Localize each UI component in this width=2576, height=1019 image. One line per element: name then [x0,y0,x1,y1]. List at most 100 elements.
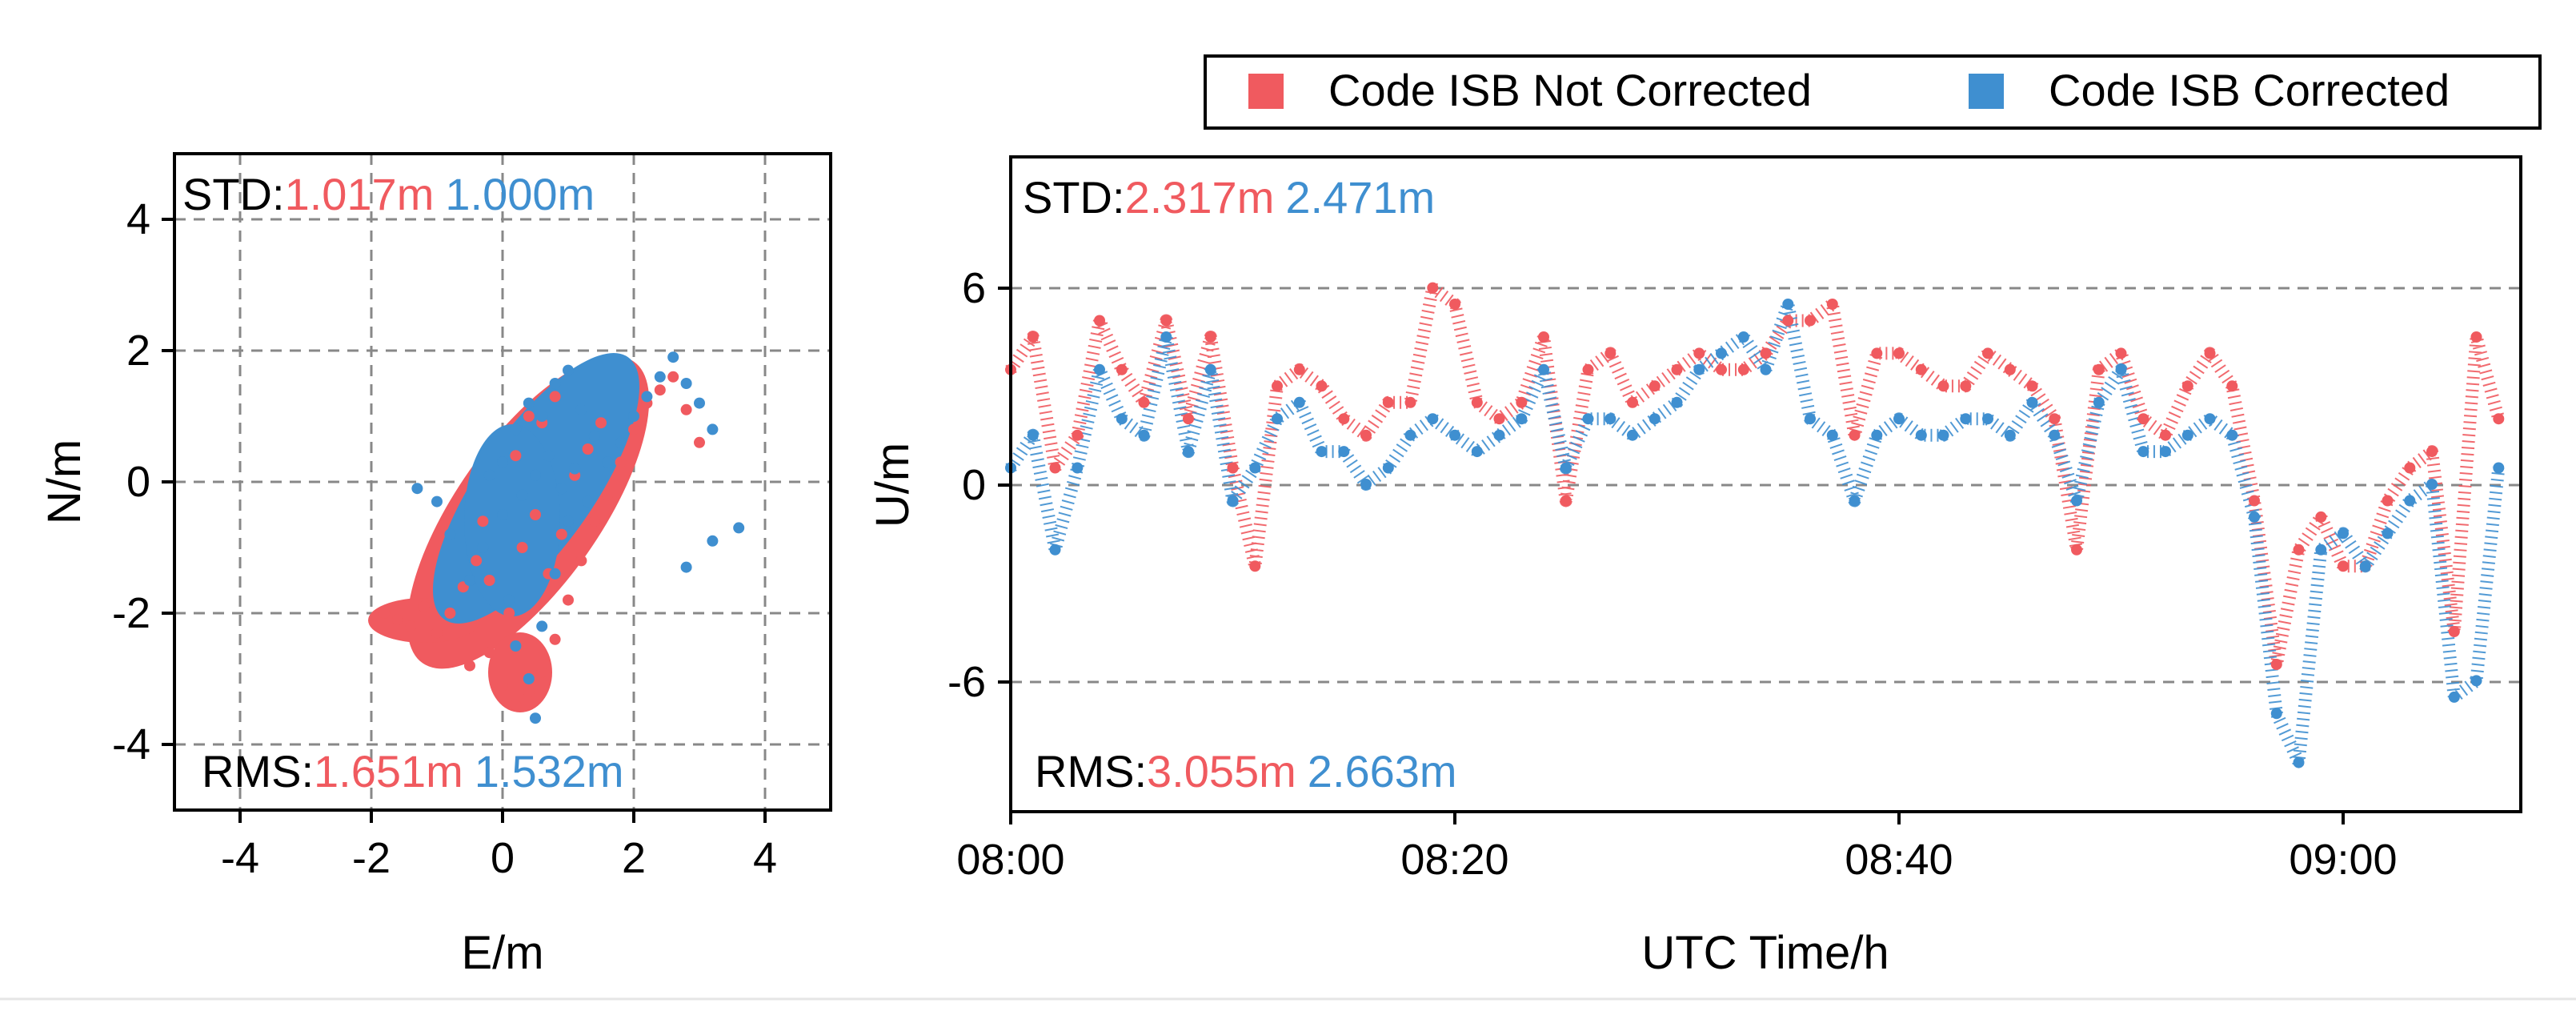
u-point-corrected [1649,413,1661,425]
en-xtick-label: 4 [753,834,777,882]
u-point-corrected [1893,413,1905,425]
en-point-not-corrected [523,686,535,698]
en-point-not-corrected [555,528,567,540]
u-point-corrected [1227,495,1239,507]
en-point-not-corrected [483,575,495,586]
u-point-not-corrected [1516,396,1528,408]
u-point-not-corrected [1404,396,1416,408]
u-point-not-corrected [2338,560,2349,572]
u-point-not-corrected [2226,380,2238,392]
en-point-not-corrected [549,633,561,645]
en-point-corrected [602,456,614,468]
en-point-corrected [497,509,508,520]
u-timeseries-panel: 08:00 08:20 08:40 09:00 6 0 -6 UTC Time/… [867,155,2522,979]
en-point-not-corrected [667,371,679,383]
u-point-corrected [2448,691,2460,703]
u-point-corrected [1982,413,1993,425]
en-xtick-label: 0 [491,834,515,882]
u-point-corrected [1716,347,1727,359]
u-point-corrected [2338,528,2349,540]
u-point-corrected [1560,462,1572,474]
u-point-corrected [1138,429,1150,441]
en-cloud-bottom-red [488,632,552,712]
en-point-corrected [733,522,745,534]
u-point-corrected [1293,396,1305,408]
en-scatter-panel: -4 -2 0 2 4 4 2 0 -2 -4 E/m N/m STD:1.01… [38,152,832,979]
en-point-corrected [680,378,692,389]
en-ytick-label: -4 [112,720,150,768]
u-point-corrected [1782,299,1794,310]
en-point-corrected [503,594,515,606]
u-point-corrected [1272,413,1283,425]
u-point-not-corrected [1449,299,1460,310]
u-point-corrected [1360,479,1372,490]
en-point-not-corrected [530,509,541,520]
u-point-corrected [1427,413,1439,425]
u-point-corrected [2071,495,2082,507]
u-point-corrected [1116,413,1128,425]
en-points [379,351,745,724]
u-point-not-corrected [1560,495,1572,507]
u-point-corrected [1693,363,1705,375]
u-point-corrected [1027,429,1039,441]
en-point-corrected [510,640,522,652]
u-point-corrected [1737,331,1749,343]
u-point-not-corrected [2382,495,2394,507]
u-point-not-corrected [1183,413,1194,425]
u-point-not-corrected [2004,363,2016,375]
u-point-corrected [2004,429,2016,441]
en-xtick-labels: -4 -2 0 2 4 [221,834,777,882]
en-point-not-corrected [523,411,535,422]
u-point-not-corrected [2404,462,2416,474]
en-point-not-corrected [615,456,627,468]
u-std-not-corrected: 2.317m [1125,172,1275,223]
u-point-corrected [2026,396,2038,408]
en-point-corrected [615,436,627,448]
en-point-not-corrected [405,620,417,632]
u-points [1005,282,2505,768]
en-point-corrected [555,483,567,495]
en-point-not-corrected [391,614,403,626]
en-point-corrected [563,364,574,376]
u-point-not-corrected [1716,363,1727,375]
en-rms-corrected: 1.532m [475,746,624,796]
u-rms-annotation: RMS:3.055m 2.663m [1035,746,1457,796]
legend-label-not-corrected: Code ISB Not Corrected [1328,65,1812,115]
u-point-not-corrected [1693,347,1705,359]
u-point-corrected [2470,675,2482,687]
u-point-not-corrected [1072,429,1084,441]
en-point-not-corrected [471,555,483,567]
en-point-corrected [536,620,548,632]
en-point-not-corrected [464,660,475,672]
en-xtick-label: -4 [221,834,259,882]
u-point-corrected [1183,446,1194,458]
u-rms-not-corrected: 3.055m [1147,746,1296,796]
u-point-not-corrected [1826,299,1838,310]
en-rms-annotation: RMS:1.651m 1.532m [202,746,624,796]
en-std-label: STD: [182,169,285,219]
en-xtick-label: 2 [622,834,646,882]
u-point-not-corrected [1471,396,1483,408]
u-ticks [998,287,2345,824]
en-point-corrected [483,469,495,481]
u-point-not-corrected [2270,659,2282,670]
u-point-not-corrected [1272,380,1283,392]
en-point-not-corrected [654,384,666,396]
u-point-corrected [1604,413,1617,425]
en-point-not-corrected [379,608,391,619]
u-point-not-corrected [1871,347,1883,359]
u-point-not-corrected [1360,429,1372,441]
en-point-not-corrected [510,699,522,711]
u-point-corrected [2493,462,2505,474]
u-point-corrected [1538,363,1549,375]
u-point-corrected [1316,446,1328,458]
u-point-corrected [1671,396,1683,408]
en-point-not-corrected [588,516,600,528]
u-point-corrected [1582,413,1594,425]
en-ytick-label: -2 [112,589,150,637]
u-point-corrected [2226,429,2238,441]
legend-swatch-corrected [1969,74,2004,109]
u-point-not-corrected [1204,331,1216,343]
u-point-not-corrected [1582,363,1594,375]
